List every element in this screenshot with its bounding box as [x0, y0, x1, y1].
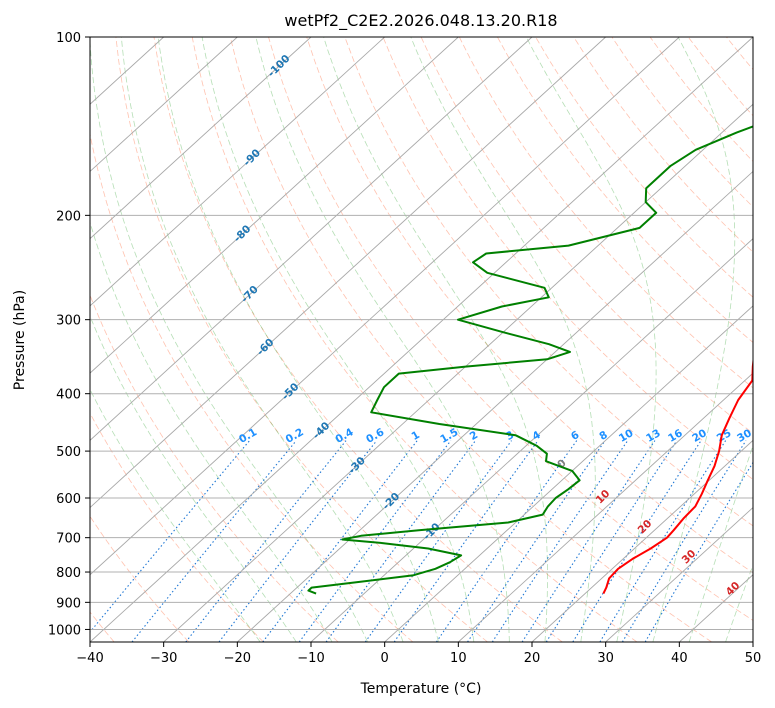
moist-adiabat: [323, 37, 548, 642]
plot-frame: [89, 36, 754, 643]
x-tick-label: 50: [745, 651, 762, 666]
isotherm: [90, 37, 533, 441]
mixing-ratio-line: [218, 440, 378, 642]
isotherm: [90, 37, 606, 509]
y-tick-label: 200: [56, 209, 81, 224]
moist-adiabat: [201, 37, 475, 642]
data-series: [307, 125, 753, 595]
temperature-profile: [602, 355, 753, 595]
dry-adiabat: [765, 37, 775, 642]
isotherm: [90, 37, 312, 240]
dry-adiabat: [497, 37, 753, 343]
dry-adiabat: [191, 37, 638, 642]
moist-adiabat: [157, 37, 439, 642]
x-tick-label: −40: [76, 651, 103, 666]
isotherm: [384, 305, 753, 642]
isotherm: [90, 37, 238, 173]
mixing-ratio-line: [599, 440, 727, 642]
isotherm: [237, 170, 753, 642]
mixing-ratio-line: [325, 440, 476, 642]
y-axis-label: Pressure (hPa): [12, 290, 28, 390]
background-lines: [90, 37, 775, 642]
y-tick-label: 1000: [48, 623, 81, 638]
dry-adiabat: [153, 37, 563, 642]
moist-adiabat: [255, 37, 510, 642]
isotherm: [458, 372, 753, 642]
isotherm: [163, 103, 753, 642]
y-tick-label: 900: [56, 596, 81, 611]
y-tick-label: 300: [56, 314, 81, 329]
x-tick-label: 10: [450, 651, 467, 666]
mixing-ratio-line: [521, 440, 656, 642]
mixing-ratio-line: [491, 440, 629, 642]
moist-adiabat: [410, 37, 596, 642]
moist-adiabat: [90, 37, 369, 642]
x-axis-label: Temperature (°C): [360, 681, 482, 697]
dry-adiabat: [306, 37, 753, 574]
moist-adiabat: [90, 220, 333, 642]
isotherm: [310, 238, 753, 642]
moist-adiabat: [90, 388, 261, 642]
mixing-ratio-label: 36: [756, 427, 775, 445]
mixing-ratio-line: [621, 440, 747, 642]
moist-adiabat: [688, 444, 753, 642]
y-tick-label: 500: [56, 445, 81, 460]
y-axis-ticks: 100 200 300 400 500 600 700 800 900 1000: [48, 31, 90, 638]
dry-adiabat: [90, 412, 264, 642]
dry-adiabat: [90, 515, 190, 642]
x-tick-label: 40: [671, 651, 688, 666]
y-tick-label: 100: [56, 31, 81, 46]
mixing-ratio-label: 30: [735, 427, 754, 445]
mixing-ratio-line: [572, 440, 702, 642]
isotherm: [90, 37, 753, 642]
chart-title: wetPf2_C2E2.2026.048.13.20.R18: [284, 11, 557, 31]
x-tick-label: −20: [224, 651, 251, 666]
x-axis-ticks: −40 −30 −20 −10 0 10 20 30 40 50: [76, 642, 761, 666]
dry-adiabat: [90, 294, 339, 642]
mixing-ratio-line: [545, 440, 678, 642]
moist-adiabat: [120, 37, 404, 642]
moist-adiabat: [652, 37, 736, 642]
mixing-ratio-line: [131, 440, 297, 642]
x-tick-label: 30: [597, 651, 614, 666]
y-tick-label: 600: [56, 492, 81, 507]
x-tick-label: −30: [150, 651, 177, 666]
y-tick-label: 400: [56, 388, 81, 403]
isotherm: [90, 37, 459, 374]
moist-adiabat: [90, 314, 297, 642]
isotherm: [752, 641, 753, 642]
y-tick-label: 800: [56, 566, 81, 581]
dry-adiabat: [115, 37, 488, 642]
dry-adiabat: [268, 37, 753, 621]
mixing-ratio-line: [644, 461, 753, 642]
mixing-ratio-line: [364, 440, 512, 642]
mixing-ratio-line: [435, 440, 578, 642]
x-tick-label: 20: [524, 651, 541, 666]
dewpoint-profile: [307, 125, 753, 595]
isotherm: [531, 439, 753, 642]
isotherm: [90, 37, 680, 576]
isotherm: [90, 37, 385, 307]
x-tick-label: 0: [381, 651, 389, 666]
dry-adiabat: [535, 37, 753, 298]
mixing-ratio-line: [90, 440, 251, 633]
mixing-ratio-line: [467, 440, 606, 642]
y-tick-label: 700: [56, 532, 81, 547]
x-tick-label: −10: [297, 651, 324, 666]
isotherm: [605, 506, 753, 642]
dry-adiabat: [458, 37, 753, 389]
